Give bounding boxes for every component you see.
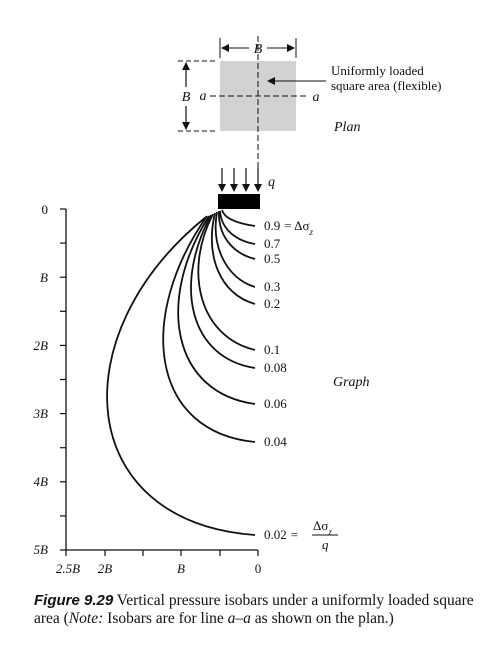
isobar-label-0-2: 0.2 — [264, 296, 280, 311]
isobar-0-5-curve — [218, 210, 256, 260]
isobar-label-0-5: 0.5 — [264, 251, 280, 266]
isobar-0-3-curve — [214, 211, 256, 288]
plan-view-label: Plan — [333, 120, 360, 135]
caption-text-2: Isobars are for line — [103, 610, 228, 627]
isobar-label-0-1: 0.1 — [264, 342, 280, 357]
isobar-figure: B B a a Uniformly loaded square area (fl… — [33, 36, 441, 576]
isobar-0-08-curve — [190, 214, 256, 369]
depth-tick-label-0: 0 — [42, 202, 49, 217]
isobar-label-0-08: 0.08 — [264, 360, 287, 375]
caption-line-label: a–a — [227, 610, 251, 627]
depth-tick-label-5b: 5B — [34, 542, 49, 557]
figure-number: Figure 9.29 — [34, 592, 114, 609]
graph-view-label: Graph — [333, 375, 370, 390]
isobar-0-06-curve — [177, 215, 256, 405]
depth-tick-label-3b: 3B — [33, 406, 49, 421]
section-label-right: a — [313, 90, 320, 105]
graph-axes: 0 B 2B 3B 4B 5B 2.5B 2B B 0 — [33, 202, 262, 576]
isobar-label-0-9: 0.9 = Δσz — [264, 218, 313, 237]
width-tick-label-2b: 2B — [98, 561, 113, 576]
plan-view: B B a a Uniformly loaded square area (fl… — [178, 38, 441, 135]
applied-load: q — [218, 168, 275, 209]
caption-text-3: as shown on the plan.) — [250, 610, 394, 627]
isobar-fraction-denominator: q — [322, 537, 329, 552]
width-tick-label-2-5b: 2.5B — [56, 561, 80, 576]
isobar-0-9-curve — [221, 209, 256, 227]
isobar-label-0-06: 0.06 — [264, 396, 287, 411]
isobars — [106, 209, 256, 536]
depth-tick-label-4b: 4B — [34, 474, 49, 489]
caption-text-1: Vertical pressure isobars under a unifor… — [34, 592, 474, 627]
annotation-line-1: Uniformly loaded — [331, 63, 424, 78]
isobar-0-1-curve — [197, 213, 256, 351]
isobar-label-0-04: 0.04 — [264, 434, 287, 449]
footing-block — [218, 194, 260, 209]
isobar-0-2-curve — [211, 212, 256, 305]
isobar-labels: 0.9 = Δσz 0.7 0.5 0.3 0.2 0.1 0.08 0.06 0… — [264, 218, 338, 552]
isobar-fraction-numerator: Δσz — [313, 518, 332, 537]
width-tick-label-b: B — [177, 561, 185, 576]
isobar-label-0-3: 0.3 — [264, 279, 280, 294]
annotation-line-2: square area (flexible) — [331, 78, 441, 93]
isobar-0-7-curve — [219, 210, 256, 245]
caption-note-label: Note: — [68, 610, 104, 627]
load-label: q — [268, 175, 275, 190]
section-label-left: a — [200, 89, 207, 104]
isobar-label-0-7: 0.7 — [264, 236, 281, 251]
isobar-0-04-curve — [162, 215, 256, 443]
depth-axis-ticks — [60, 208, 66, 551]
isobar-0-02-curve — [106, 216, 256, 536]
width-tick-label-0: 0 — [255, 561, 262, 576]
width-axis-ticks — [65, 550, 259, 556]
depth-tick-label-2b: 2B — [34, 338, 49, 353]
depth-tick-label-b: B — [40, 270, 48, 285]
plan-height-label: B — [182, 90, 191, 105]
figure-caption: Figure 9.29 Vertical pressure isobars un… — [34, 592, 474, 628]
isobar-label-0-02: 0.02 = — [264, 527, 298, 542]
